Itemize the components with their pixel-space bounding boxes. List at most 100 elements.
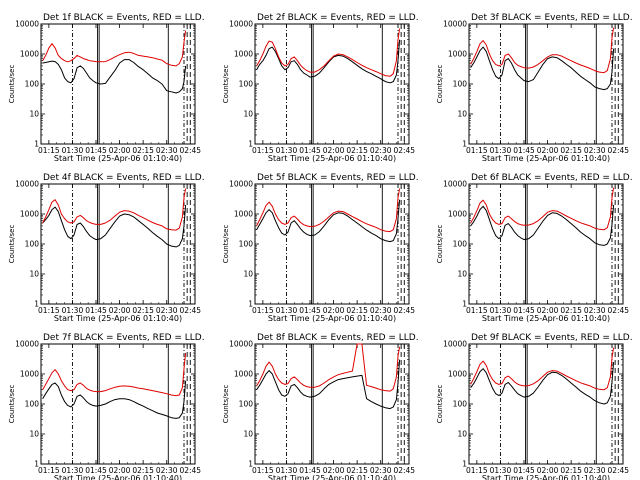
x-tick-label: 02:45: [179, 146, 201, 155]
y-tick-label: 10000: [229, 340, 253, 349]
y-axis-label: Counts/sec: [222, 65, 230, 104]
panel-det-8: Det 8f BLACK = Events, RED = LLD. 1 10 100 1…: [222, 333, 419, 480]
y-tick-label: 10: [243, 270, 253, 279]
series-line-events: [42, 380, 187, 419]
x-tick-label: 01:15: [252, 306, 274, 315]
y-tick-label: 1: [248, 300, 253, 309]
y-tick-label: 10000: [443, 20, 467, 29]
panel-title: Det 2f BLACK = Events, RED = LLD.: [257, 13, 419, 23]
x-tick-label: 02:30: [156, 306, 178, 315]
plot-frame: [468, 23, 624, 145]
x-tick-label: 01:15: [466, 146, 488, 155]
y-axis-label: Counts/sec: [436, 385, 444, 424]
x-tick-label: 02:45: [179, 466, 201, 475]
series-line-lld: [470, 187, 615, 231]
y-tick-label: 1: [462, 140, 467, 149]
x-tick-label: 02:15: [560, 466, 582, 475]
panel-title: Det 8f BLACK = Events, RED = LLD.: [257, 333, 419, 343]
x-tick-label: 02:15: [346, 306, 368, 315]
x-tick-label: 02:30: [584, 466, 606, 475]
x-axis-label: Start Time (25-Apr-06 01:10:40): [268, 154, 396, 163]
x-tick-label: 01:15: [38, 306, 60, 315]
y-tick-label: 100: [453, 240, 468, 249]
plot-frame: [468, 343, 624, 465]
y-tick-label: 10: [243, 110, 253, 119]
series-line-events: [470, 204, 615, 246]
series-line-events: [42, 59, 187, 94]
y-tick-label: 1000: [20, 50, 39, 59]
panel-det-3: Det 3f BLACK = Events, RED = LLD. 1 10 100 1…: [436, 13, 633, 163]
y-axis-label: Counts/sec: [8, 65, 16, 104]
y-tick-label: 100: [239, 80, 254, 89]
x-tick-label: 02:30: [370, 306, 392, 315]
x-tick-label: 02:30: [370, 146, 392, 155]
series-line-lld: [256, 188, 401, 233]
x-tick-label: 01:30: [62, 306, 84, 315]
x-tick-label: 01:45: [299, 146, 321, 155]
y-tick-label: 1000: [448, 210, 467, 219]
x-tick-label: 01:45: [513, 466, 535, 475]
plot-frame: [254, 183, 410, 305]
x-tick-label: 02:45: [393, 146, 415, 155]
y-tick-label: 1: [248, 460, 253, 469]
x-tick-label: 01:15: [38, 146, 60, 155]
panel-det-4: Det 4f BLACK = Events, RED = LLD. 1 10 100 1…: [8, 173, 205, 323]
x-tick-label: 02:45: [179, 306, 201, 315]
y-tick-label: 1: [34, 300, 39, 309]
y-tick-label: 1000: [448, 370, 467, 379]
y-tick-label: 10: [29, 270, 39, 279]
x-tick-label: 02:00: [109, 146, 131, 155]
y-axis-label: Counts/sec: [222, 385, 230, 424]
panel-det-9: Det 9f BLACK = Events, RED = LLD. 1 10 100 1…: [436, 333, 633, 480]
y-tick-label: 10000: [15, 20, 39, 29]
y-tick-label: 100: [25, 240, 40, 249]
y-tick-label: 10: [29, 430, 39, 439]
y-tick-label: 10000: [443, 340, 467, 349]
panel-title: Det 5f BLACK = Events, RED = LLD.: [257, 173, 419, 183]
x-tick-label: 02:45: [607, 306, 629, 315]
x-tick-label: 01:15: [252, 466, 274, 475]
x-axis-label: Start Time (25-Apr-06 01:10:40): [482, 154, 610, 163]
x-tick-label: 02:45: [393, 466, 415, 475]
y-axis-label: Counts/sec: [436, 225, 444, 264]
x-tick-label: 01:15: [38, 466, 60, 475]
x-tick-label: 01:30: [276, 306, 298, 315]
x-axis-label: Start Time (25-Apr-06 01:10:40): [268, 474, 396, 480]
y-tick-label: 100: [453, 400, 468, 409]
x-tick-label: 01:15: [466, 466, 488, 475]
y-axis-label: Counts/sec: [436, 65, 444, 104]
series-line-events: [470, 46, 615, 91]
series-line-events: [256, 199, 401, 243]
y-tick-label: 10000: [15, 340, 39, 349]
y-tick-label: 1: [462, 460, 467, 469]
x-tick-label: 02:00: [537, 466, 559, 475]
x-tick-label: 02:30: [584, 306, 606, 315]
x-tick-label: 02:15: [346, 466, 368, 475]
x-tick-label: 02:15: [132, 466, 154, 475]
y-tick-label: 10: [29, 110, 39, 119]
x-tick-label: 02:15: [560, 306, 582, 315]
y-tick-label: 1000: [20, 370, 39, 379]
y-tick-label: 10: [457, 430, 467, 439]
panel-det-2: Det 2f BLACK = Events, RED = LLD. 1 10 100 1…: [222, 13, 419, 163]
y-axis-label: Counts/sec: [222, 225, 230, 264]
y-tick-label: 1: [34, 460, 39, 469]
x-tick-label: 01:15: [252, 146, 274, 155]
x-tick-label: 02:30: [156, 146, 178, 155]
y-tick-label: 1000: [234, 210, 253, 219]
x-tick-label: 02:00: [109, 306, 131, 315]
x-tick-label: 02:15: [132, 306, 154, 315]
x-tick-label: 02:45: [607, 466, 629, 475]
series-line-lld: [42, 188, 187, 231]
plot-frame: [40, 23, 196, 145]
series-line-lld: [256, 343, 401, 392]
x-tick-label: 01:30: [490, 146, 512, 155]
x-tick-label: 01:30: [276, 466, 298, 475]
plot-frame: [40, 183, 196, 305]
series-line-lld: [42, 30, 187, 67]
series-line-lld: [42, 352, 187, 397]
plot-frame: [254, 343, 410, 465]
series-line-events: [256, 39, 401, 84]
x-axis-label: Start Time (25-Apr-06 01:10:40): [54, 154, 182, 163]
